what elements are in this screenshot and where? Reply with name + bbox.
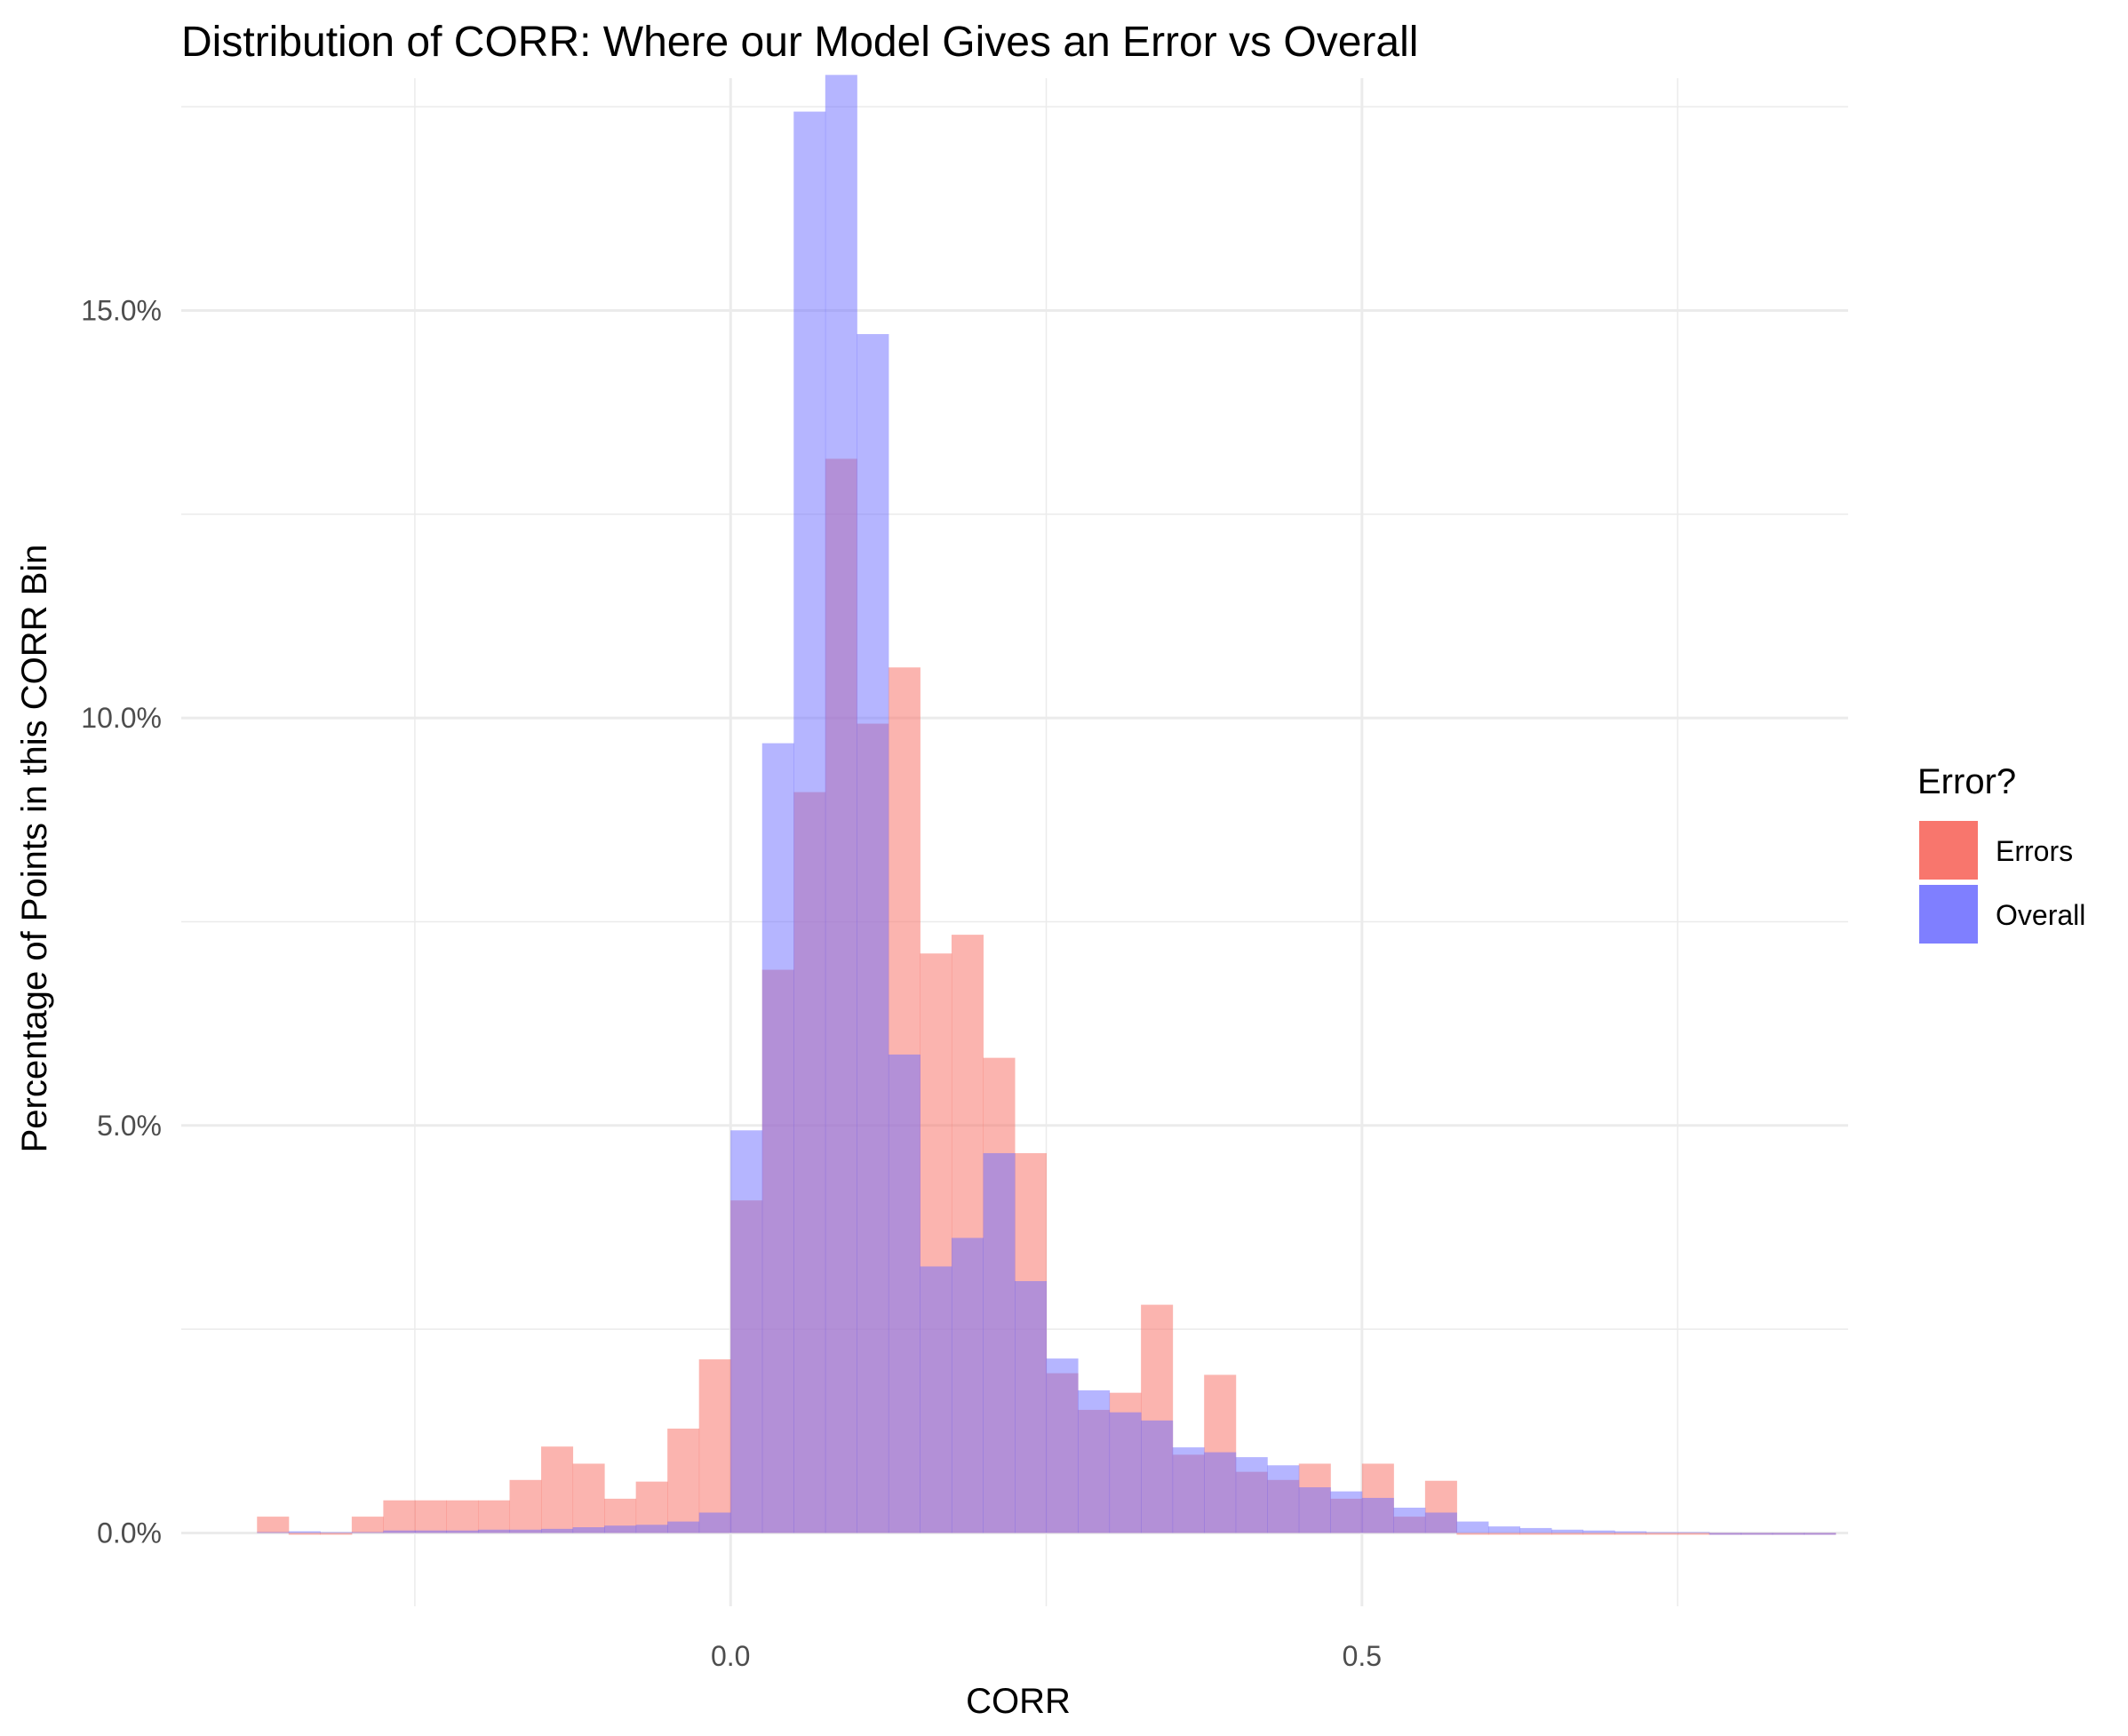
legend-label: Overall — [1996, 899, 2085, 931]
bar-overall — [1298, 1487, 1331, 1533]
bar-overall — [667, 1521, 700, 1533]
bar-overall — [1235, 1457, 1268, 1533]
histogram-bars — [257, 75, 1837, 1535]
y-axis-ticks: 0.0% 5.0% 10.0% 15.0% — [81, 294, 162, 1549]
bar-overall — [1424, 1512, 1457, 1533]
y-tick-label: 10.0% — [81, 702, 162, 734]
bar-overall — [761, 743, 794, 1533]
y-axis-title: Percentage of Points in this CORR Bin — [15, 545, 54, 1153]
legend-item-errors: Errors — [1919, 821, 2073, 880]
bar-overall — [1741, 1533, 1773, 1535]
bar-overall — [414, 1530, 447, 1533]
bar-errors — [1614, 1533, 1647, 1535]
bar-overall — [541, 1528, 574, 1533]
bar-errors — [320, 1533, 353, 1535]
x-axis-ticks: 0.0 0.5 — [711, 1640, 1382, 1672]
y-tick-label: 5.0% — [97, 1110, 162, 1142]
bar-overall — [1046, 1358, 1079, 1533]
y-tick-label: 15.0% — [81, 294, 162, 326]
bar-errors — [383, 1500, 416, 1533]
bar-overall — [1204, 1452, 1237, 1533]
bar-errors — [477, 1500, 511, 1533]
legend-swatch — [1919, 821, 1978, 880]
bar-overall — [1330, 1491, 1363, 1533]
bar-overall — [983, 1152, 1016, 1533]
bar-overall — [635, 1525, 668, 1533]
bar-errors — [257, 1517, 290, 1533]
bar-overall — [1772, 1533, 1805, 1535]
bar-overall — [477, 1529, 511, 1533]
bar-errors — [414, 1500, 447, 1533]
bar-overall — [730, 1130, 763, 1533]
bar-overall — [1078, 1390, 1111, 1533]
x-tick-label: 0.5 — [1343, 1640, 1382, 1672]
bar-errors — [351, 1517, 384, 1533]
bar-overall — [1267, 1465, 1300, 1533]
bar-errors — [1487, 1533, 1520, 1535]
bar-overall — [509, 1529, 542, 1533]
chart-title: Distribution of CORR: Where our Model Gi… — [181, 19, 1418, 66]
bar-overall — [1015, 1280, 1048, 1533]
legend-label: Errors — [1996, 835, 2073, 867]
bar-overall — [698, 1512, 731, 1533]
legend-swatch — [1919, 885, 1978, 944]
bar-overall — [1393, 1508, 1426, 1533]
bar-errors — [1678, 1533, 1710, 1535]
legend-item-overall: Overall — [1919, 885, 2085, 944]
bar-overall — [888, 1054, 921, 1533]
bar-errors — [698, 1359, 731, 1533]
bar-overall — [825, 75, 857, 1533]
bar-overall — [1487, 1526, 1520, 1533]
bar-errors — [288, 1533, 321, 1535]
bar-overall — [1804, 1533, 1837, 1535]
x-axis-title: CORR — [966, 1682, 1071, 1721]
bar-overall — [1361, 1497, 1394, 1533]
bar-errors — [509, 1479, 542, 1533]
bar-errors — [1646, 1533, 1678, 1535]
legend: Error? Errors Overall — [1917, 762, 2085, 944]
bar-errors — [572, 1463, 605, 1533]
bar-overall — [1582, 1530, 1615, 1533]
bar-overall — [446, 1530, 479, 1533]
series-overall — [257, 75, 1837, 1535]
bar-errors — [541, 1446, 574, 1533]
bar-overall — [920, 1266, 952, 1533]
bar-errors — [1551, 1533, 1584, 1535]
bar-errors — [667, 1429, 700, 1533]
legend-title: Error? — [1917, 762, 2016, 801]
bar-overall — [1109, 1412, 1142, 1533]
bar-overall — [288, 1531, 321, 1533]
bar-errors — [446, 1500, 479, 1533]
bar-overall — [1456, 1521, 1489, 1533]
bar-overall — [572, 1527, 605, 1533]
bar-errors — [1456, 1533, 1489, 1535]
bar-overall — [951, 1238, 984, 1533]
x-tick-label: 0.0 — [711, 1640, 750, 1672]
bar-overall — [1172, 1447, 1205, 1533]
bar-errors — [1519, 1533, 1552, 1535]
legend-entries: Errors Overall — [1919, 821, 2085, 944]
bar-overall — [1709, 1533, 1741, 1535]
bar-overall — [1141, 1420, 1174, 1533]
bar-overall — [604, 1525, 637, 1533]
y-tick-label: 0.0% — [97, 1517, 162, 1549]
bar-overall — [383, 1530, 416, 1533]
bar-errors — [1582, 1533, 1615, 1535]
bar-overall — [1551, 1529, 1584, 1533]
bar-overall — [1519, 1527, 1552, 1533]
bar-errors — [635, 1481, 668, 1533]
bar-overall — [857, 334, 889, 1533]
bar-overall — [793, 111, 826, 1533]
bar-overall — [1614, 1531, 1647, 1533]
